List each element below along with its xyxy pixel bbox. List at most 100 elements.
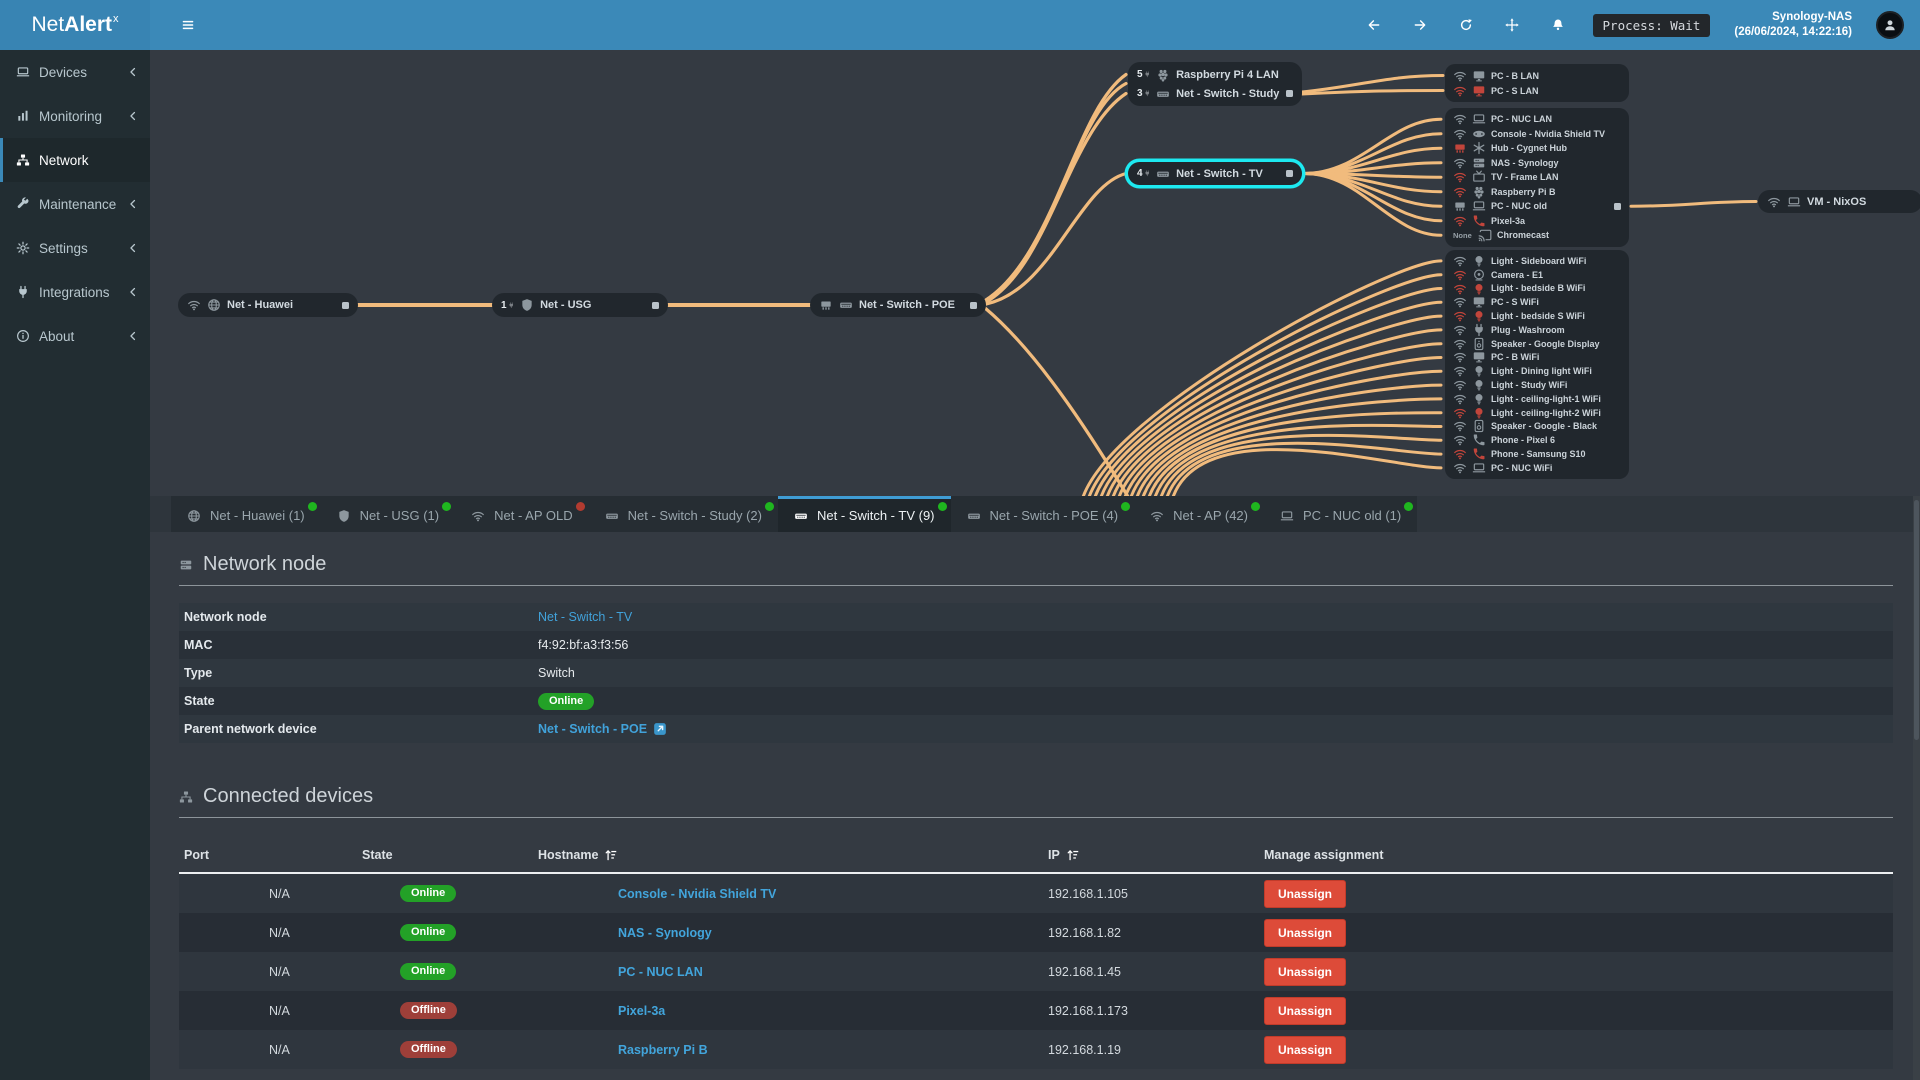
node-plug-washroom[interactable]: Plug - Washroom bbox=[1445, 323, 1629, 337]
node-phone-samsung-s10[interactable]: Phone - Samsung S10 bbox=[1445, 447, 1629, 461]
connected-devices-table: Port State Hostname IP Manage assignment N/A O… bbox=[179, 838, 1893, 1069]
user-avatar[interactable] bbox=[1876, 11, 1904, 39]
bulb-icon bbox=[1472, 392, 1486, 406]
node-vm-nixos[interactable]: VM - NixOS bbox=[1758, 190, 1920, 213]
node-console-nvidia-shield-tv[interactable]: Console - Nvidia Shield TV bbox=[1445, 127, 1629, 142]
node-chromecast[interactable]: None Chromecast bbox=[1445, 228, 1629, 243]
menu-toggle-button[interactable] bbox=[166, 0, 210, 50]
node-net-switch-study[interactable]: 3 Net - Switch - Study bbox=[1128, 84, 1302, 103]
node-speaker-google-display[interactable]: Speaker - Google Display bbox=[1445, 337, 1629, 351]
tab-net-ap-old[interactable]: Net - AP OLD bbox=[455, 496, 589, 532]
status-dot-green bbox=[1121, 502, 1131, 511]
node-net-huawei[interactable]: Net - Huawei bbox=[178, 293, 358, 317]
sidebar-item-network[interactable]: Network bbox=[0, 138, 150, 182]
sidebar-item-integrations[interactable]: Integrations bbox=[0, 270, 150, 314]
node-speaker-google-black[interactable]: Speaker - Google - Black bbox=[1445, 420, 1629, 434]
action-cell: Unassign bbox=[1264, 918, 1893, 947]
node-net-switch-tv[interactable]: 4 Net - Switch - TV bbox=[1128, 162, 1302, 185]
unassign-button[interactable]: Unassign bbox=[1264, 918, 1347, 947]
node-light-bedside-s-wifi[interactable]: Light - bedside S WiFi bbox=[1445, 309, 1629, 323]
unassign-button[interactable]: Unassign bbox=[1264, 879, 1347, 908]
wifi-icon bbox=[1453, 461, 1467, 475]
edge bbox=[1172, 448, 1443, 496]
node-light-bedside-b-wifi[interactable]: Light - bedside B WiFi bbox=[1445, 282, 1629, 296]
tab-net-huawei-1[interactable]: Net - Huawei (1) bbox=[171, 496, 321, 532]
node-light-study-wifi[interactable]: Light - Study WiFi bbox=[1445, 378, 1629, 392]
table-row: N/A Online PC - NUC LAN 192.168.1.45 Unassig… bbox=[179, 952, 1893, 991]
unassign-button[interactable]: Unassign bbox=[1264, 1035, 1347, 1064]
network-topology-canvas[interactable]: Net - Huawei 1 Net - USG Net - Switch - POE… bbox=[150, 50, 1920, 496]
sidebar-item-settings[interactable]: Settings bbox=[0, 226, 150, 270]
refresh-button[interactable] bbox=[1455, 10, 1477, 40]
sidebar-item-about[interactable]: About bbox=[0, 314, 150, 358]
node-light-ceiling-light-1-wifi[interactable]: Light - ceiling-light-1 WiFi bbox=[1445, 392, 1629, 406]
wifi-icon bbox=[1453, 156, 1467, 170]
tab-net-switch-study-2[interactable]: Net - Switch - Study (2) bbox=[588, 496, 778, 532]
node-pc-b-wifi[interactable]: PC - B WiFi bbox=[1445, 351, 1629, 365]
sidebar-item-devices[interactable]: Devices bbox=[0, 50, 150, 94]
node-pc-nuc-wifi[interactable]: PC - NUC WiFi bbox=[1445, 461, 1629, 475]
node-label: Console - Nvidia Shield TV bbox=[1491, 128, 1606, 139]
node-light-ceiling-light-2-wifi[interactable]: Light - ceiling-light-2 WiFi bbox=[1445, 406, 1629, 420]
edge bbox=[984, 81, 1128, 302]
hostname-link[interactable]: NAS - Synology bbox=[618, 925, 712, 940]
arrow-right-button[interactable] bbox=[1409, 10, 1431, 40]
node-pc-nuc-lan[interactable]: PC - NUC LAN bbox=[1445, 112, 1629, 127]
state-cell: Online bbox=[362, 885, 538, 902]
unassign-button[interactable]: Unassign bbox=[1264, 957, 1347, 986]
node-nas-synology[interactable]: NAS - Synology bbox=[1445, 156, 1629, 171]
node-raspberry-pi-b[interactable]: Raspberry Pi B bbox=[1445, 185, 1629, 200]
info-value-link[interactable]: Net - Switch - TV bbox=[538, 610, 633, 624]
sidebar-item-maintenance[interactable]: Maintenance bbox=[0, 182, 150, 226]
column-header-ip[interactable]: IP bbox=[1048, 848, 1264, 862]
tab-pc-nuc-old-1[interactable]: PC - NUC old (1) bbox=[1264, 496, 1418, 532]
node-label: Pixel-3a bbox=[1491, 215, 1526, 226]
scrollbar-thumb[interactable] bbox=[1914, 500, 1919, 740]
table-row: N/A Online NAS - Synology 192.168.1.82 Unass… bbox=[179, 913, 1893, 952]
arrow-left-button[interactable] bbox=[1363, 10, 1385, 40]
move-button[interactable] bbox=[1501, 10, 1523, 40]
arrow-right-icon bbox=[1413, 18, 1427, 32]
host-info: Synology-NAS (26/06/2024, 14:22:16) bbox=[1734, 10, 1852, 40]
unassign-button[interactable]: Unassign bbox=[1264, 996, 1347, 1025]
vertical-scrollbar[interactable] bbox=[1913, 496, 1920, 1080]
node-pc-nuc-old[interactable]: PC - NUC old bbox=[1445, 199, 1629, 214]
node-camera-e1[interactable]: Camera - E1 bbox=[1445, 268, 1629, 282]
node-net-usg[interactable]: 1 Net - USG bbox=[492, 293, 668, 317]
tab-net-usg-1[interactable]: Net - USG (1) bbox=[320, 496, 456, 532]
node-light-sideboard-wifi[interactable]: Light - Sideboard WiFi bbox=[1445, 254, 1629, 268]
sidebar-item-monitoring[interactable]: Monitoring bbox=[0, 94, 150, 138]
node-stack[interactable]: 5 Raspberry Pi 4 LAN 3 Net - Switch - Study bbox=[1128, 62, 1302, 106]
node-label: Chromecast bbox=[1497, 230, 1550, 241]
column-header-hostname[interactable]: Hostname bbox=[538, 848, 1048, 862]
tab-net-switch-poe-4[interactable]: Net - Switch - POE (4) bbox=[950, 496, 1135, 532]
bell-button[interactable] bbox=[1547, 10, 1569, 40]
status-dot-red bbox=[575, 502, 585, 511]
app-logo[interactable]: Net Alert x bbox=[0, 0, 150, 50]
info-value: Online bbox=[538, 692, 1893, 710]
tv-icon bbox=[1472, 170, 1486, 184]
node-pc-s-lan[interactable]: PC - S LAN bbox=[1445, 83, 1629, 98]
node-net-switch-poe[interactable]: Net - Switch - POE bbox=[810, 293, 986, 317]
node-light-dining-light-wifi[interactable]: Light - Dining light WiFi bbox=[1445, 364, 1629, 378]
node-pixel-3a[interactable]: Pixel-3a bbox=[1445, 214, 1629, 229]
hostname-link[interactable]: Pixel-3a bbox=[618, 1003, 666, 1018]
sidebar-item-label: Maintenance bbox=[39, 196, 117, 212]
info-value-link[interactable]: Net - Switch - POE bbox=[538, 722, 1893, 736]
node-phone-pixel-6[interactable]: Phone - Pixel 6 bbox=[1445, 433, 1629, 447]
controller-icon bbox=[1472, 127, 1486, 141]
edge bbox=[1154, 423, 1443, 496]
tab-net-switch-tv-9[interactable]: Net - Switch - TV (9) bbox=[778, 496, 951, 532]
wifi-icon bbox=[471, 509, 485, 523]
node-pc-s-wifi[interactable]: PC - S WiFi bbox=[1445, 295, 1629, 309]
hostname-link[interactable]: PC - NUC LAN bbox=[618, 964, 703, 979]
hostname-link[interactable]: Console - Nvidia Shield TV bbox=[618, 886, 777, 901]
edge bbox=[1302, 117, 1443, 175]
hostname-link[interactable]: Raspberry Pi B bbox=[618, 1042, 708, 1057]
port-cell: N/A bbox=[269, 886, 290, 901]
tab-net-ap-42[interactable]: Net - AP (42) bbox=[1134, 496, 1264, 532]
node-hub-cygnet-hub[interactable]: Hub - Cygnet Hub bbox=[1445, 141, 1629, 156]
node-raspberry-pi-4-lan[interactable]: 5 Raspberry Pi 4 LAN bbox=[1128, 65, 1302, 84]
node-tv-frame-lan[interactable]: TV - Frame LAN bbox=[1445, 170, 1629, 185]
node-pc-b-lan[interactable]: PC - B LAN bbox=[1445, 68, 1629, 83]
